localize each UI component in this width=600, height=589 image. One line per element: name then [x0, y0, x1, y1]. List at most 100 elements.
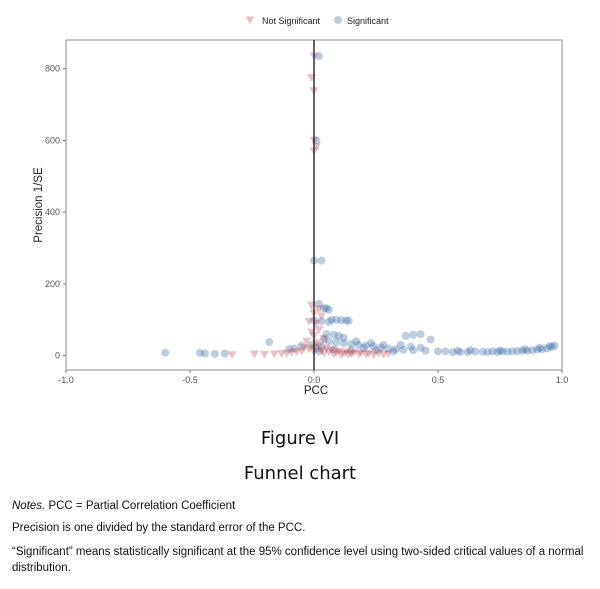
legend-not-significant-marker: [245, 16, 255, 25]
y-tick-label: 600: [45, 135, 60, 145]
significant-point: [466, 346, 475, 355]
not-significant-point: [361, 350, 371, 359]
significant-point: [347, 340, 356, 349]
not-significant-point: [334, 347, 344, 356]
significant-point: [314, 52, 323, 61]
significant-point: [362, 341, 371, 350]
significant-point: [471, 347, 480, 356]
not-significant-point: [331, 349, 341, 357]
not-significant-point: [368, 351, 379, 360]
significant-point: [332, 338, 341, 347]
significant-point: [344, 316, 353, 325]
significant-point: [463, 348, 472, 357]
significant-point: [543, 344, 552, 353]
significant-point: [317, 317, 326, 326]
significant-point: [441, 347, 450, 356]
significant-point: [379, 340, 388, 349]
significant-point: [399, 345, 408, 354]
x-tick-label: 0.5: [432, 375, 445, 385]
significant-point: [409, 346, 418, 355]
significant-point: [285, 345, 294, 354]
not-significant-point: [354, 350, 364, 359]
note-definition: Notes. PCC = Partial Correlation Coeffic…: [12, 498, 592, 514]
not-significant-point: [301, 337, 312, 346]
significant-point: [322, 304, 331, 313]
not-significant-point: [319, 349, 329, 358]
significant-point: [426, 335, 435, 344]
not-significant-point: [277, 350, 287, 358]
significant-point: [317, 342, 326, 351]
significant-point: [456, 348, 465, 357]
legend-significant-label: Significant: [347, 16, 389, 26]
significant-point: [337, 316, 346, 325]
significant-point: [195, 348, 204, 357]
significant-point: [391, 345, 400, 354]
significant-point: [513, 346, 522, 355]
significant-point: [369, 342, 378, 351]
not-significant-point: [363, 349, 374, 358]
significant-point: [384, 344, 393, 353]
y-axis-title: Precision 1/SE: [33, 167, 45, 243]
significant-point: [376, 343, 385, 352]
significant-point: [498, 347, 507, 356]
y-tick-label: 400: [45, 207, 60, 217]
y-tick-label: 200: [45, 279, 60, 289]
significant-point: [416, 343, 425, 352]
significant-point: [453, 346, 462, 355]
significant-point: [401, 331, 410, 340]
not-significant-point: [336, 350, 346, 359]
significant-point: [518, 346, 527, 355]
significant-point: [533, 345, 542, 354]
significant-point: [372, 346, 380, 355]
not-significant-point: [314, 305, 324, 314]
funnel-chart: Not Significant Significant -1.0 -0.5 0.0 0…: [33, 16, 569, 397]
significant-point: [210, 349, 219, 358]
significant-point: [317, 256, 326, 265]
not-significant-point: [339, 349, 349, 358]
significant-point: [297, 341, 306, 350]
significant-point: [503, 347, 512, 356]
significant-point: [200, 349, 209, 358]
legend-significant-marker: [334, 16, 342, 24]
significant-point: [421, 346, 430, 355]
significant-point: [389, 347, 398, 356]
significant-point: [406, 342, 415, 351]
significant-point: [493, 348, 502, 357]
not-significant-point: [292, 348, 302, 357]
points-layer: [161, 52, 559, 360]
not-significant-point: [249, 350, 260, 359]
not-significant-point: [356, 349, 366, 358]
not-significant-point: [341, 348, 351, 357]
significant-point: [434, 347, 442, 356]
significant-point: [290, 344, 299, 353]
significant-point: [322, 330, 331, 339]
significant-point: [319, 304, 328, 313]
significant-point: [161, 348, 170, 357]
significant-point: [523, 346, 532, 355]
significant-point: [550, 341, 559, 350]
figure-caption: Funnel chart: [243, 463, 357, 484]
legend-not-significant-label: Not Significant: [262, 16, 321, 26]
significant-point: [359, 343, 368, 352]
not-significant-point: [287, 349, 297, 357]
not-significant-point: [259, 350, 269, 359]
significant-point: [538, 345, 547, 354]
not-significant-point: [314, 326, 324, 334]
significant-point: [367, 339, 376, 348]
not-significant-point: [319, 334, 329, 343]
y-tick-label: 0: [55, 351, 60, 361]
significant-point: [339, 339, 348, 348]
significant-point: [324, 337, 333, 346]
significant-point: [354, 340, 363, 349]
not-significant-point: [329, 350, 339, 359]
not-significant-point: [282, 349, 292, 358]
significant-point: [314, 347, 323, 356]
not-significant-point: [304, 317, 314, 326]
notes-definition-text: PCC = Partial Correlation Coefficient: [45, 500, 236, 512]
not-significant-point: [304, 345, 314, 354]
significant-point: [347, 346, 356, 355]
not-significant-point: [316, 312, 327, 321]
significant-point: [535, 343, 544, 352]
significant-point: [334, 331, 343, 340]
x-tick-label: 1.0: [556, 375, 569, 385]
